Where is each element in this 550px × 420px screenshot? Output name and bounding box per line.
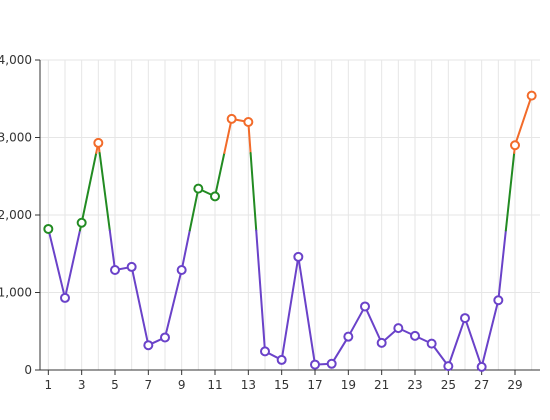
x-tick-label: 21	[374, 378, 389, 392]
x-tick-label: 7	[145, 378, 153, 392]
series-line	[47, 94, 533, 368]
line-segment	[504, 152, 516, 232]
grid	[40, 59, 540, 370]
data-point	[310, 359, 320, 370]
y-tick-label: 3,000	[0, 131, 32, 145]
line-segment	[108, 229, 116, 272]
data-point	[110, 265, 120, 276]
x-tick-label: 19	[341, 378, 356, 392]
data-point	[176, 265, 187, 276]
line-segment	[180, 229, 191, 272]
line-segment	[364, 305, 383, 344]
line-segment	[280, 255, 300, 361]
data-point	[526, 90, 537, 101]
data-point	[360, 301, 370, 312]
data-point	[126, 261, 137, 272]
line-segment	[223, 117, 233, 154]
x-tick-label: 29	[507, 378, 522, 392]
data-point	[243, 117, 254, 127]
data-point	[426, 338, 437, 349]
line-segment	[330, 335, 350, 365]
y-tick-label: 2,000	[0, 208, 32, 222]
data-point	[460, 313, 470, 324]
x-tick-label: 25	[441, 378, 456, 392]
line-segment	[249, 152, 258, 232]
data-point	[160, 332, 170, 343]
x-tick-label: 1	[45, 378, 53, 392]
data-point	[293, 251, 304, 262]
line-segment	[514, 94, 533, 147]
line-segment	[247, 121, 252, 154]
data-point	[410, 330, 420, 341]
data-point	[210, 191, 220, 202]
line-segment	[47, 229, 66, 299]
x-tick-label: 27	[474, 378, 489, 392]
y-tick-label: 0	[24, 363, 32, 377]
x-tick-label: 13	[241, 378, 256, 392]
data-point	[193, 183, 204, 194]
series-points	[43, 90, 537, 372]
y-tick-label: 1,000	[0, 286, 32, 300]
line-segment	[255, 229, 266, 353]
x-tick-label: 15	[274, 378, 289, 392]
data-point	[260, 346, 270, 357]
data-point	[276, 354, 287, 365]
line-segment	[214, 152, 226, 198]
data-point	[76, 217, 87, 228]
line-segment	[447, 317, 466, 368]
x-tick-label: 5	[111, 378, 119, 392]
line-segment	[80, 152, 98, 224]
line-segment	[98, 152, 111, 232]
x-tick-label: 9	[178, 378, 186, 392]
data-point	[443, 361, 454, 372]
line-segment	[130, 265, 150, 347]
data-point	[143, 340, 154, 351]
line-segment	[64, 229, 81, 299]
data-point	[493, 295, 504, 306]
data-point	[326, 358, 337, 369]
line-segment	[347, 305, 366, 338]
data-point	[376, 337, 387, 348]
data-point	[510, 140, 520, 151]
data-point	[60, 292, 70, 303]
line-segment	[497, 229, 507, 302]
data-point	[476, 361, 487, 372]
line-segment	[188, 187, 200, 232]
line-segment	[297, 255, 316, 366]
data-point	[93, 137, 104, 148]
x-tick-label: 11	[207, 378, 222, 392]
data-point	[43, 223, 54, 234]
data-point	[393, 323, 404, 334]
line-segment	[480, 299, 500, 368]
line-segment	[464, 317, 483, 368]
y-tick-label: 4,000	[0, 53, 32, 67]
line-segment	[164, 269, 183, 339]
x-tick-label: 23	[407, 378, 422, 392]
x-tick-label: 17	[307, 378, 322, 392]
x-tick-label: 3	[78, 378, 86, 392]
data-point	[226, 113, 237, 124]
data-point	[343, 331, 354, 342]
